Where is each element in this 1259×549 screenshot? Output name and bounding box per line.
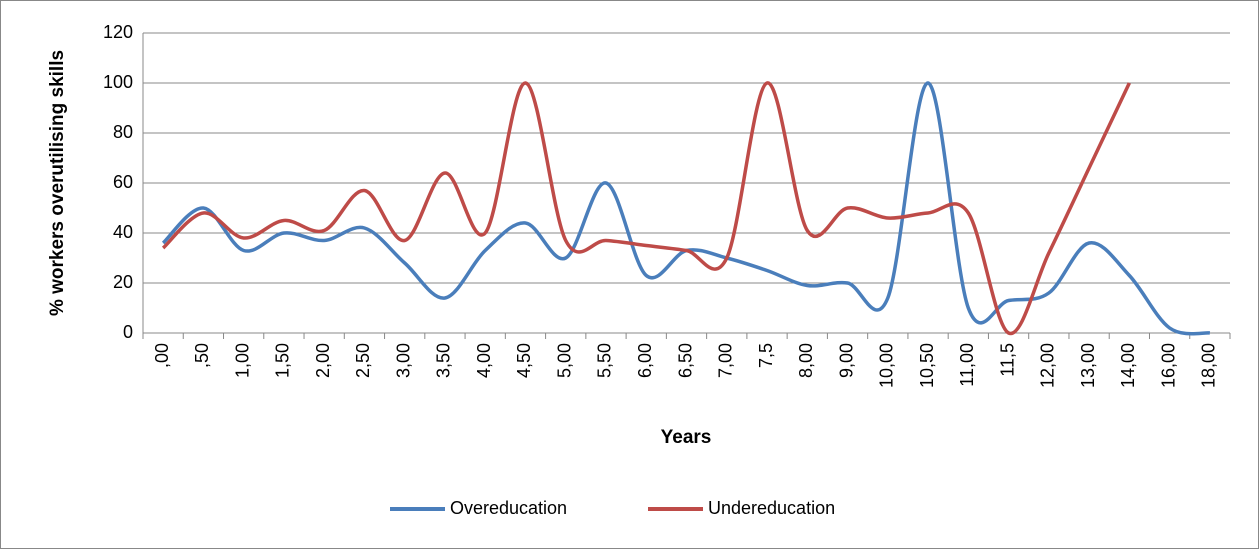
- y-tick-label: 60: [113, 172, 133, 192]
- y-axis-title: % workers overutilising skills: [47, 50, 68, 316]
- x-tick-label: 11,00: [957, 343, 977, 387]
- x-tick-label: 6,50: [675, 343, 695, 378]
- y-tick-label: 20: [113, 272, 133, 292]
- x-tick-label: 16,00: [1158, 343, 1178, 388]
- x-tick-label: 1,50: [273, 343, 293, 378]
- x-tick-label: 12,00: [1038, 343, 1058, 388]
- x-tick-label: 2,00: [313, 343, 333, 378]
- x-tick-label: 4,50: [514, 343, 534, 378]
- x-tick-label: 2,50: [353, 343, 373, 378]
- x-tick-label: 4,00: [474, 343, 494, 378]
- x-tick-label: 7,5: [756, 343, 776, 368]
- x-tick-label: 18,00: [1199, 343, 1219, 388]
- x-tick-label: 5,50: [595, 343, 615, 378]
- series-line: [161, 81, 1211, 336]
- x-tick-label: 6,00: [635, 343, 655, 378]
- x-tick-label: 14,00: [1118, 343, 1138, 388]
- x-tick-label: 1,00: [232, 343, 252, 378]
- x-tick-label: 10,00: [877, 343, 897, 388]
- x-tick-label: 10,50: [917, 343, 937, 388]
- x-tick-label: 5,00: [554, 343, 574, 378]
- x-tick-label: ,50: [192, 343, 212, 368]
- y-tick-label: 100: [103, 72, 133, 92]
- x-tick-label: 7,00: [716, 343, 736, 378]
- y-tick-label: 0: [123, 322, 133, 342]
- x-tick-label: 11,5: [997, 343, 1017, 377]
- x-tick-label: 9,00: [836, 343, 856, 378]
- x-tick-label: 8,00: [796, 343, 816, 378]
- series-line: [161, 81, 1131, 336]
- x-axis-title: Years: [661, 427, 712, 448]
- x-tick-label: 3,50: [434, 343, 454, 378]
- x-tick-label: 13,00: [1078, 343, 1098, 388]
- y-tick-label: 40: [113, 222, 133, 242]
- y-tick-label: 80: [113, 122, 133, 142]
- x-tick-label: 3,00: [393, 343, 413, 378]
- y-tick-label: 120: [103, 22, 133, 42]
- x-tick-label: ,00: [152, 343, 172, 368]
- legend-label: Overeducation: [450, 498, 567, 518]
- legend-label: Undereducation: [708, 498, 835, 518]
